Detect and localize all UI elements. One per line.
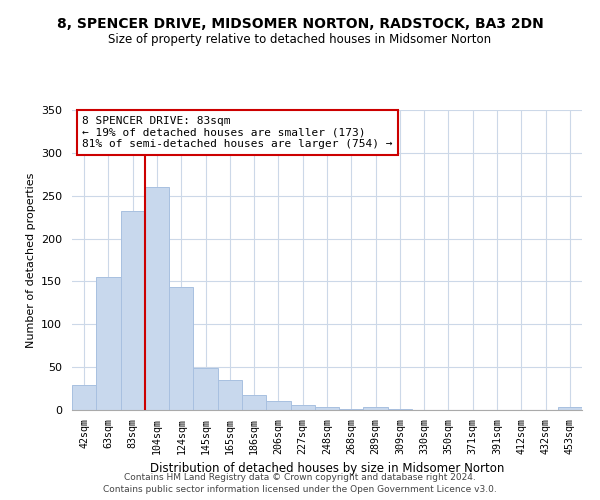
Text: Contains HM Land Registry data © Crown copyright and database right 2024.: Contains HM Land Registry data © Crown c…	[124, 472, 476, 482]
Bar	[218, 380, 242, 410]
Bar	[96, 277, 121, 410]
Text: Size of property relative to detached houses in Midsomer Norton: Size of property relative to detached ho…	[109, 32, 491, 46]
Bar	[169, 288, 193, 410]
Y-axis label: Number of detached properties: Number of detached properties	[26, 172, 35, 348]
Bar	[193, 368, 218, 410]
Bar	[388, 409, 412, 410]
Bar	[339, 409, 364, 410]
Text: 8, SPENCER DRIVE, MIDSOMER NORTON, RADSTOCK, BA3 2DN: 8, SPENCER DRIVE, MIDSOMER NORTON, RADST…	[56, 18, 544, 32]
Bar	[558, 408, 582, 410]
Bar	[145, 187, 169, 410]
Text: Contains public sector information licensed under the Open Government Licence v3: Contains public sector information licen…	[103, 485, 497, 494]
X-axis label: Distribution of detached houses by size in Midsomer Norton: Distribution of detached houses by size …	[150, 462, 504, 475]
Bar	[242, 394, 266, 410]
Bar	[315, 406, 339, 410]
Bar	[121, 211, 145, 410]
Bar	[72, 385, 96, 410]
Bar	[290, 405, 315, 410]
Bar	[266, 400, 290, 410]
Bar	[364, 406, 388, 410]
Text: 8 SPENCER DRIVE: 83sqm
← 19% of detached houses are smaller (173)
81% of semi-de: 8 SPENCER DRIVE: 83sqm ← 19% of detached…	[82, 116, 392, 149]
